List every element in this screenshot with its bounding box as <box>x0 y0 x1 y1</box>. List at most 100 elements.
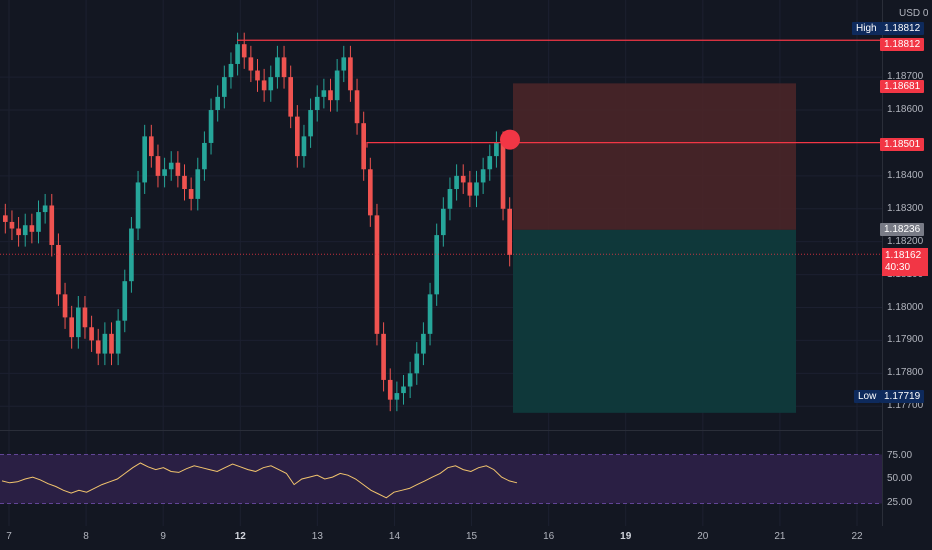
pane-separator[interactable] <box>0 430 882 431</box>
candle-body <box>487 156 493 170</box>
take-profit-zone[interactable] <box>513 229 796 413</box>
candle-body <box>434 235 440 295</box>
candle-body <box>394 393 400 400</box>
candle-body <box>36 212 41 232</box>
entry-horizontal-line[interactable] <box>366 142 882 148</box>
rsi-band <box>0 454 882 504</box>
candle-body <box>9 221 15 229</box>
stop-loss-zone[interactable] <box>513 83 796 230</box>
candle-body <box>188 189 194 199</box>
candle-body <box>387 379 393 400</box>
candle-body <box>195 169 201 199</box>
candle-body <box>168 162 174 170</box>
candlestick-series <box>2 32 513 412</box>
candle-body <box>374 215 380 334</box>
candle-body <box>367 169 373 216</box>
candle-body <box>221 77 227 97</box>
candle-body <box>95 340 101 354</box>
time-tick-label: 14 <box>388 531 401 542</box>
time-tick-label: 8 <box>83 531 89 542</box>
time-tick-label: 12 <box>234 531 246 542</box>
time-tick-label: 7 <box>6 531 12 542</box>
candle-body <box>361 123 367 170</box>
current-price-badge: 1.18162 40:30 <box>882 248 928 276</box>
candle-body <box>467 182 473 196</box>
candle-body <box>407 373 413 387</box>
candle-body <box>115 320 121 354</box>
candle-body <box>109 333 114 354</box>
price-tick-label: 1.18700 <box>887 71 924 83</box>
candle-body <box>348 57 353 91</box>
low-value: 1.17719 <box>880 390 925 403</box>
low-title: Low <box>854 390 881 403</box>
entry-marker-dot[interactable] <box>500 129 520 150</box>
candle-body <box>354 90 360 124</box>
candle-body <box>328 90 333 101</box>
candle-body <box>301 136 307 157</box>
candle-body <box>142 136 148 183</box>
candle-body <box>148 136 154 157</box>
time-tick-label: 16 <box>543 531 555 542</box>
candle-body <box>255 70 260 81</box>
candle-body <box>427 294 433 334</box>
candle-body <box>69 317 75 338</box>
candle-body <box>507 208 513 255</box>
candle-body <box>202 142 207 170</box>
bar-countdown: 40:30 <box>885 262 911 273</box>
price-tick-label: 1.18300 <box>887 202 924 214</box>
high-title: High <box>852 22 881 35</box>
price-tick-label: 1.18000 <box>887 301 924 313</box>
candle-body <box>261 80 267 91</box>
candle-body <box>381 333 386 380</box>
candle-body <box>334 70 340 101</box>
candle-body <box>56 244 61 295</box>
price-tick-label: 1.18600 <box>887 104 924 116</box>
candle-body <box>29 225 35 232</box>
candle-body <box>208 110 214 143</box>
price-tick-label: 1.17900 <box>887 334 924 346</box>
candle-body <box>122 281 128 321</box>
candle-body <box>275 57 280 78</box>
candle-body <box>480 169 486 183</box>
candle-body <box>308 110 313 137</box>
rsi-line <box>1 462 518 499</box>
candle-body <box>228 63 234 78</box>
candle-body <box>414 353 420 374</box>
candle-body <box>235 44 240 64</box>
candle-body <box>241 44 247 58</box>
candle-body <box>401 386 406 394</box>
candle-body <box>288 77 294 117</box>
time-tick-label: 21 <box>774 531 786 542</box>
candle-body <box>16 228 21 236</box>
rsi-tick-label: 75.00 <box>887 449 913 461</box>
candle-body <box>474 182 479 196</box>
rsi-tick-label: 50.00 <box>887 473 913 484</box>
candle-body <box>447 189 453 209</box>
candle-body <box>215 96 221 111</box>
candle-body <box>494 142 499 157</box>
candle-body <box>155 156 161 176</box>
target-price-badge: 1.18236 <box>880 223 925 236</box>
price-tick-label: 1.17700 <box>887 400 924 412</box>
candle-body <box>135 182 141 229</box>
candle-body <box>341 57 347 71</box>
high-value: 1.18812 <box>880 22 925 35</box>
candle-body <box>102 333 108 354</box>
candle-body <box>248 57 254 71</box>
price-tick-label: 1.18200 <box>887 235 924 247</box>
current-price-value: 1.18162 <box>885 250 922 261</box>
candle-body <box>49 205 55 245</box>
candle-body <box>129 228 134 282</box>
candle-body <box>42 205 48 213</box>
candle-body <box>82 307 88 328</box>
stop-price-badge: 1.18681 <box>880 80 925 93</box>
time-tick-label: 20 <box>697 531 709 542</box>
entry-price-badge: 1.18501 <box>880 138 925 151</box>
candle-body <box>314 96 320 111</box>
price-tick-label: 1.18400 <box>887 169 924 181</box>
currency-label[interactable]: USD 0 <box>899 8 929 19</box>
candle-body <box>321 90 327 97</box>
candle-body <box>162 169 167 176</box>
time-tick-label: 22 <box>851 531 863 542</box>
